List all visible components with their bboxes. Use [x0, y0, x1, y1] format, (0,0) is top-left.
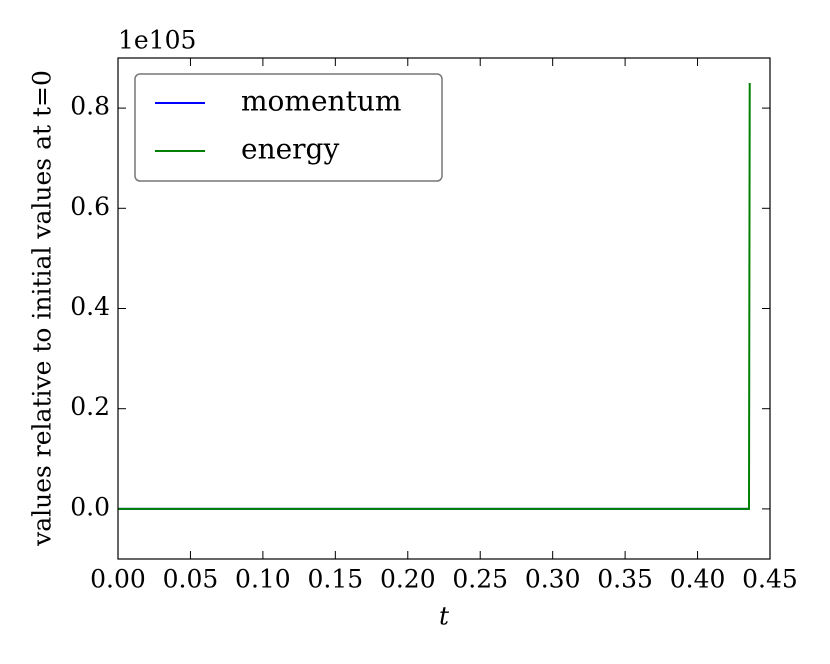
- x-axis-label: t: [439, 602, 450, 631]
- legend-label: energy: [241, 133, 339, 166]
- x-tick-label: 0.20: [380, 565, 436, 594]
- plot-frame: [117, 57, 771, 560]
- x-tick-label: 0.15: [307, 565, 363, 594]
- legend-frame: [134, 73, 443, 182]
- y-tick-label: 0.0: [70, 492, 110, 521]
- legend: momentum energy: [134, 73, 443, 182]
- x-tick-label: 0.40: [670, 565, 726, 594]
- x-tick-label: 0.45: [742, 565, 798, 594]
- x-tick-label: 0.05: [163, 565, 219, 594]
- x-tick-label: 0.30: [525, 565, 581, 594]
- y-axis-label: values relative to initial values at t=0: [28, 70, 57, 547]
- y-tick-label: 0.4: [70, 292, 110, 321]
- series-line: [118, 83, 751, 510]
- x-tick-label: 0.10: [235, 565, 291, 594]
- legend-label: momentum: [241, 85, 401, 118]
- offset-label: 1e105: [118, 26, 196, 55]
- x-tick-label: 0.25: [452, 565, 508, 594]
- y-tick-label: 0.2: [70, 392, 110, 421]
- y-tick-label: 0.8: [70, 92, 110, 121]
- x-tick-label: 0.35: [597, 565, 653, 594]
- x-tick-label: 0.00: [90, 565, 146, 594]
- y-tick-label: 0.6: [70, 192, 110, 221]
